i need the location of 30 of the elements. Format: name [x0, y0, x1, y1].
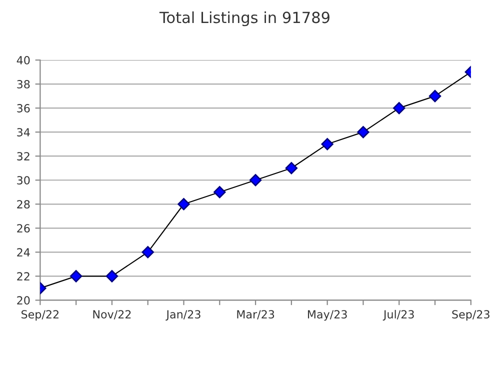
y-tick-label: 24: [17, 248, 30, 256]
y-tick-label: 28: [17, 200, 30, 209]
point: [428, 90, 442, 102]
point: [249, 174, 262, 186]
x-tick-label: Jul/23: [382, 310, 414, 321]
y-tick-label: 38: [17, 80, 30, 88]
y-tick-label: 22: [17, 272, 30, 280]
y-tick-label: 20: [17, 296, 30, 305]
x-tick-label: May/23: [308, 310, 347, 321]
point: [393, 102, 406, 114]
point: [106, 270, 118, 282]
y-tick-label: 32: [17, 152, 30, 160]
point: [357, 126, 370, 138]
x-tick-label: Sep/22: [22, 310, 58, 321]
point: [178, 198, 190, 210]
y-tick-label: 34: [17, 128, 30, 136]
point: [70, 270, 82, 282]
point: [321, 138, 334, 150]
y-tick-label: 26: [17, 224, 30, 233]
point: [214, 186, 226, 198]
y-tick-label: 40: [16, 56, 30, 64]
point: [285, 162, 298, 174]
chart-title: Total Listings in 91789: [159, 11, 330, 26]
y-tick-label: 36: [17, 104, 30, 112]
y-tick-label: 30: [17, 176, 30, 184]
x-tick-label: Jan/23: [166, 310, 200, 321]
x-tick-label: Nov/22: [93, 310, 131, 320]
x-tick-label: Mar/23: [237, 310, 274, 320]
point: [142, 246, 154, 258]
x-tick-label: Sep/23: [452, 310, 490, 321]
